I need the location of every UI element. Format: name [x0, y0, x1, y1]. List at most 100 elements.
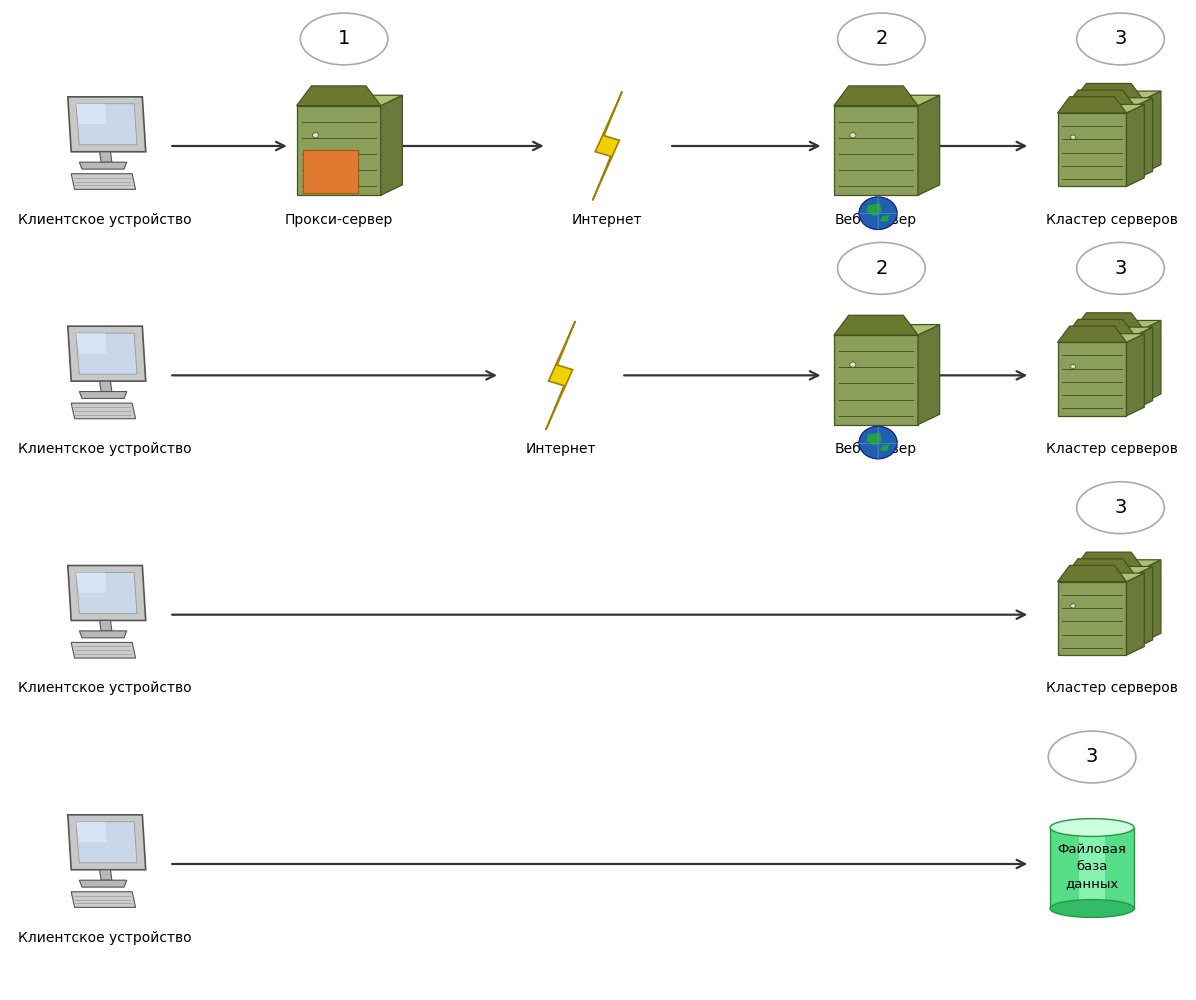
Circle shape — [859, 197, 897, 229]
Polygon shape — [77, 104, 136, 145]
Circle shape — [1079, 358, 1084, 362]
Polygon shape — [77, 104, 106, 124]
Ellipse shape — [1076, 482, 1164, 534]
Polygon shape — [99, 620, 112, 631]
Circle shape — [1070, 604, 1075, 608]
Text: Клиентское устройство: Клиентское устройство — [18, 442, 191, 456]
Circle shape — [1070, 364, 1075, 369]
Ellipse shape — [300, 13, 388, 65]
Polygon shape — [68, 566, 146, 620]
Ellipse shape — [1076, 242, 1164, 294]
Text: 2: 2 — [875, 259, 887, 278]
Circle shape — [1079, 128, 1084, 133]
Polygon shape — [77, 333, 106, 353]
Polygon shape — [1074, 329, 1143, 402]
Polygon shape — [1066, 319, 1135, 336]
Text: Кластер серверов: Кластер серверов — [1046, 213, 1178, 227]
Polygon shape — [72, 403, 135, 419]
Circle shape — [850, 133, 856, 138]
Polygon shape — [1074, 320, 1161, 329]
Text: Кластер серверов: Кластер серверов — [1046, 681, 1178, 695]
Polygon shape — [68, 815, 146, 870]
Polygon shape — [834, 335, 919, 425]
Polygon shape — [1143, 560, 1161, 642]
Polygon shape — [380, 95, 402, 195]
Polygon shape — [1074, 313, 1143, 329]
Polygon shape — [79, 162, 127, 169]
Polygon shape — [1066, 559, 1135, 575]
Polygon shape — [99, 152, 112, 162]
Polygon shape — [834, 325, 940, 335]
Polygon shape — [880, 215, 890, 221]
Polygon shape — [1074, 83, 1143, 100]
Polygon shape — [303, 150, 358, 193]
Text: Клиентское устройство: Клиентское устройство — [18, 931, 191, 945]
Polygon shape — [1135, 98, 1153, 180]
Polygon shape — [79, 880, 127, 887]
Circle shape — [1087, 590, 1092, 595]
Polygon shape — [1057, 326, 1127, 342]
Text: 1: 1 — [338, 29, 350, 48]
Polygon shape — [1057, 334, 1145, 342]
Text: 3: 3 — [1086, 747, 1098, 766]
Polygon shape — [880, 444, 890, 451]
Polygon shape — [1135, 327, 1153, 409]
Ellipse shape — [837, 242, 926, 294]
Text: 3: 3 — [1115, 29, 1127, 48]
Text: 2: 2 — [875, 29, 887, 48]
Polygon shape — [1057, 565, 1127, 582]
Polygon shape — [77, 822, 136, 863]
Polygon shape — [1066, 566, 1153, 575]
Polygon shape — [1066, 90, 1135, 106]
Polygon shape — [1066, 327, 1153, 336]
Polygon shape — [99, 870, 112, 880]
Polygon shape — [68, 326, 146, 381]
Polygon shape — [834, 95, 940, 106]
Ellipse shape — [1048, 731, 1136, 783]
Ellipse shape — [1050, 900, 1134, 917]
Polygon shape — [72, 642, 135, 658]
Ellipse shape — [1076, 13, 1164, 65]
Polygon shape — [297, 106, 380, 195]
Polygon shape — [1127, 334, 1145, 416]
Polygon shape — [77, 822, 106, 842]
Polygon shape — [1057, 104, 1145, 113]
Polygon shape — [1066, 98, 1153, 106]
Polygon shape — [297, 86, 380, 106]
Polygon shape — [1127, 573, 1145, 655]
Polygon shape — [1057, 573, 1145, 582]
Text: Интернет: Интернет — [572, 213, 642, 227]
Polygon shape — [1074, 568, 1143, 642]
Text: 3: 3 — [1115, 259, 1127, 278]
Circle shape — [1079, 597, 1084, 601]
Polygon shape — [1066, 336, 1135, 409]
Polygon shape — [1057, 113, 1127, 186]
Polygon shape — [1057, 342, 1127, 416]
Polygon shape — [1066, 106, 1135, 180]
Polygon shape — [919, 95, 940, 195]
Polygon shape — [867, 204, 881, 216]
Polygon shape — [545, 321, 575, 430]
Polygon shape — [79, 392, 127, 398]
Circle shape — [312, 133, 318, 138]
Polygon shape — [77, 572, 136, 614]
Polygon shape — [68, 97, 146, 152]
Circle shape — [850, 362, 856, 367]
Polygon shape — [77, 572, 106, 593]
Ellipse shape — [837, 13, 926, 65]
Polygon shape — [1074, 560, 1161, 568]
Polygon shape — [72, 892, 135, 907]
Polygon shape — [592, 92, 622, 200]
Polygon shape — [834, 315, 919, 335]
Polygon shape — [834, 106, 919, 195]
Text: Веб-сервер: Веб-сервер — [835, 442, 917, 456]
Polygon shape — [1080, 828, 1105, 909]
Circle shape — [1070, 135, 1075, 139]
Polygon shape — [1135, 566, 1153, 648]
Circle shape — [859, 426, 897, 459]
Polygon shape — [919, 325, 940, 425]
Polygon shape — [1127, 104, 1145, 186]
Circle shape — [1087, 351, 1092, 355]
Polygon shape — [297, 95, 402, 106]
Polygon shape — [1057, 97, 1127, 113]
